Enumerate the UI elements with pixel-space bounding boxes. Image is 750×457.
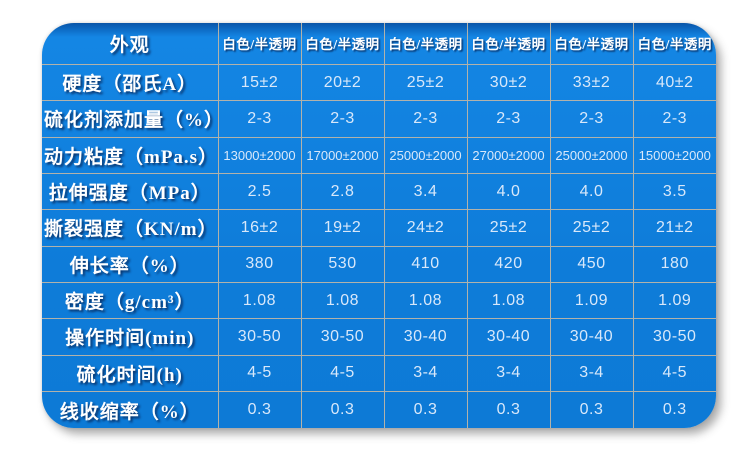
cell-value: 0.3: [300, 391, 385, 428]
table-row-appearance: 外观 白色/半透明 白色/半透明 白色/半透明 白色/半透明 白色/半透明 白色…: [42, 23, 716, 65]
cell-value: 21±2: [632, 209, 716, 247]
cell-value: 450: [549, 245, 634, 283]
cell-value: 180: [632, 245, 716, 283]
cell-value: 380: [217, 245, 302, 283]
cell-value: 33±2: [549, 63, 634, 102]
cell-value: 4.0: [466, 172, 551, 211]
cell-value: 白色/半透明: [549, 23, 634, 65]
table-row-density: 密度（g/cm³） 1.08 1.08 1.08 1.08 1.09 1.09: [42, 281, 716, 320]
table-row-viscosity: 动力粘度（mPa.s） 13000±2000 17000±2000 25000±…: [42, 136, 716, 174]
cell-value: 2-3: [549, 100, 634, 138]
cell-value: 20±2: [300, 63, 385, 102]
cell-value: 1.08: [383, 281, 468, 320]
table-row-hardness: 硬度（邵氏A） 15±2 20±2 25±2 30±2 33±2 40±2: [42, 63, 716, 102]
cell-value: 410: [383, 245, 468, 283]
cell-value: 30-40: [383, 318, 468, 356]
cell-value: 1.09: [632, 281, 716, 320]
cell-value: 16±2: [217, 209, 302, 247]
cell-value: 1.08: [300, 281, 385, 320]
cell-value: 530: [300, 245, 385, 283]
cell-value: 25000±2000: [549, 136, 634, 174]
cell-value: 2-3: [632, 100, 716, 138]
table-row-curing-agent: 硫化剂添加量（%） 2-3 2-3 2-3 2-3 2-3 2-3: [42, 100, 716, 138]
row-label: 拉伸强度（MPa）: [42, 172, 219, 211]
row-label: 硬度（邵氏A）: [42, 63, 219, 102]
cell-value: 白色/半透明: [217, 23, 302, 65]
cell-value: 13000±2000: [217, 136, 302, 174]
cell-value: 30-40: [549, 318, 634, 356]
cell-value: 25±2: [549, 209, 634, 247]
cell-value: 1.08: [466, 281, 551, 320]
spec-table-panel: 外观 白色/半透明 白色/半透明 白色/半透明 白色/半透明 白色/半透明 白色…: [42, 23, 716, 428]
cell-value: 30-50: [217, 318, 302, 356]
cell-value: 3-4: [383, 354, 468, 393]
cell-value: 3.5: [632, 172, 716, 211]
cell-value: 30-40: [466, 318, 551, 356]
cell-value: 2-3: [383, 100, 468, 138]
table-row-linear-shrinkage: 线收缩率（%） 0.3 0.3 0.3 0.3 0.3 0.3: [42, 391, 716, 428]
cell-value: 25±2: [466, 209, 551, 247]
cell-value: 3-4: [466, 354, 551, 393]
table-row-operating-time: 操作时间(min) 30-50 30-50 30-40 30-40 30-40 …: [42, 318, 716, 356]
table-row-tensile-strength: 拉伸强度（MPa） 2.5 2.8 3.4 4.0 4.0 3.5: [42, 172, 716, 211]
cell-value: 白色/半透明: [383, 23, 468, 65]
cell-value: 19±2: [300, 209, 385, 247]
spec-table: 外观 白色/半透明 白色/半透明 白色/半透明 白色/半透明 白色/半透明 白色…: [42, 23, 716, 428]
cell-value: 4-5: [217, 354, 302, 393]
cell-value: 4.0: [549, 172, 634, 211]
cell-value: 420: [466, 245, 551, 283]
cell-value: 30-50: [632, 318, 716, 356]
cell-value: 40±2: [632, 63, 716, 102]
cell-value: 30-50: [300, 318, 385, 356]
row-label: 操作时间(min): [42, 318, 219, 356]
cell-value: 24±2: [383, 209, 468, 247]
row-label: 硫化时间(h): [42, 354, 219, 393]
cell-value: 4-5: [300, 354, 385, 393]
cell-value: 3.4: [383, 172, 468, 211]
cell-value: 25000±2000: [383, 136, 468, 174]
cell-value: 2-3: [217, 100, 302, 138]
cell-value: 白色/半透明: [300, 23, 385, 65]
cell-value: 1.08: [217, 281, 302, 320]
cell-value: 0.3: [632, 391, 716, 428]
cell-value: 0.3: [549, 391, 634, 428]
table-row-tear-strength: 撕裂强度（KN/m） 16±2 19±2 24±2 25±2 25±2 21±2: [42, 209, 716, 247]
cell-value: 15±2: [217, 63, 302, 102]
row-label: 动力粘度（mPa.s）: [42, 136, 219, 174]
cell-value: 0.3: [466, 391, 551, 428]
cell-value: 25±2: [383, 63, 468, 102]
row-label: 伸长率（%）: [42, 245, 219, 283]
cell-value: 白色/半透明: [466, 23, 551, 65]
cell-value: 3-4: [549, 354, 634, 393]
row-label: 硫化剂添加量（%）: [42, 100, 219, 138]
cell-value: 2.5: [217, 172, 302, 211]
cell-value: 1.09: [549, 281, 634, 320]
cell-value: 白色/半透明: [632, 23, 716, 65]
cell-value: 2.8: [300, 172, 385, 211]
cell-value: 0.3: [217, 391, 302, 428]
table-row-curing-time: 硫化时间(h) 4-5 4-5 3-4 3-4 3-4 4-5: [42, 354, 716, 393]
cell-value: 17000±2000: [300, 136, 385, 174]
table-row-elongation: 伸长率（%） 380 530 410 420 450 180: [42, 245, 716, 283]
cell-value: 27000±2000: [466, 136, 551, 174]
row-label: 密度（g/cm³）: [42, 281, 219, 320]
row-label: 撕裂强度（KN/m）: [42, 209, 219, 247]
cell-value: 30±2: [466, 63, 551, 102]
cell-value: 0.3: [383, 391, 468, 428]
cell-value: 4-5: [632, 354, 716, 393]
cell-value: 2-3: [466, 100, 551, 138]
cell-value: 15000±2000: [632, 136, 716, 174]
row-label: 线收缩率（%）: [42, 391, 219, 428]
cell-value: 2-3: [300, 100, 385, 138]
row-label: 外观: [42, 23, 219, 65]
